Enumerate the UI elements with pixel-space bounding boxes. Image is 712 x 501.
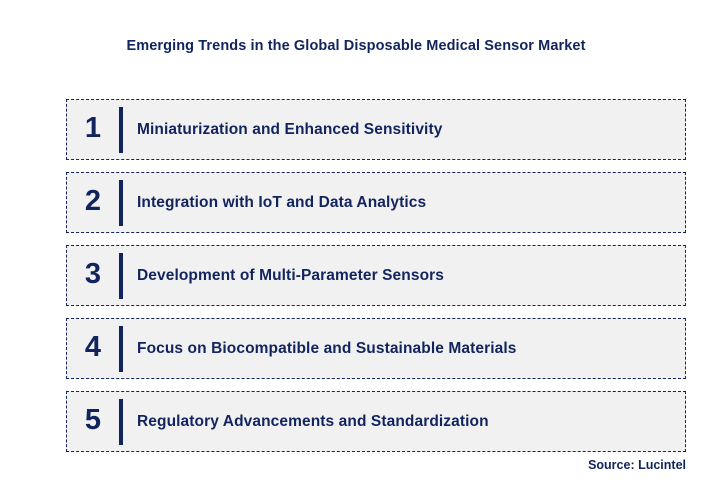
- trend-number: 2: [84, 185, 102, 217]
- trend-number: 1: [84, 112, 102, 144]
- trend-label: Development of Multi-Parameter Sensors: [137, 266, 444, 284]
- trend-label: Miniaturization and Enhanced Sensitivity: [137, 120, 443, 138]
- list-item[interactable]: 1 Miniaturization and Enhanced Sensitivi…: [66, 99, 686, 160]
- list-item[interactable]: 2 Integration with IoT and Data Analytic…: [66, 172, 686, 233]
- list-item[interactable]: 5 Regulatory Advancements and Standardiz…: [66, 391, 686, 452]
- trend-number: 5: [84, 404, 102, 436]
- vertical-divider-icon: [119, 252, 123, 299]
- vertical-divider-icon: [119, 398, 123, 445]
- trend-list: 1 Miniaturization and Enhanced Sensitivi…: [66, 99, 686, 452]
- vertical-divider-icon: [119, 106, 123, 153]
- list-item[interactable]: 4 Focus on Biocompatible and Sustainable…: [66, 318, 686, 379]
- trend-label: Focus on Biocompatible and Sustainable M…: [137, 339, 517, 357]
- trend-label: Integration with IoT and Data Analytics: [137, 193, 427, 211]
- vertical-divider-icon: [119, 325, 123, 372]
- vertical-divider-icon: [119, 179, 123, 226]
- trend-label: Regulatory Advancements and Standardizat…: [137, 412, 489, 430]
- trend-number: 4: [84, 331, 102, 363]
- page-title: Emerging Trends in the Global Disposable…: [126, 38, 586, 54]
- trend-number: 3: [84, 258, 102, 290]
- source-attribution: Source: Lucintel: [588, 458, 686, 472]
- list-item[interactable]: 3 Development of Multi-Parameter Sensors: [66, 245, 686, 306]
